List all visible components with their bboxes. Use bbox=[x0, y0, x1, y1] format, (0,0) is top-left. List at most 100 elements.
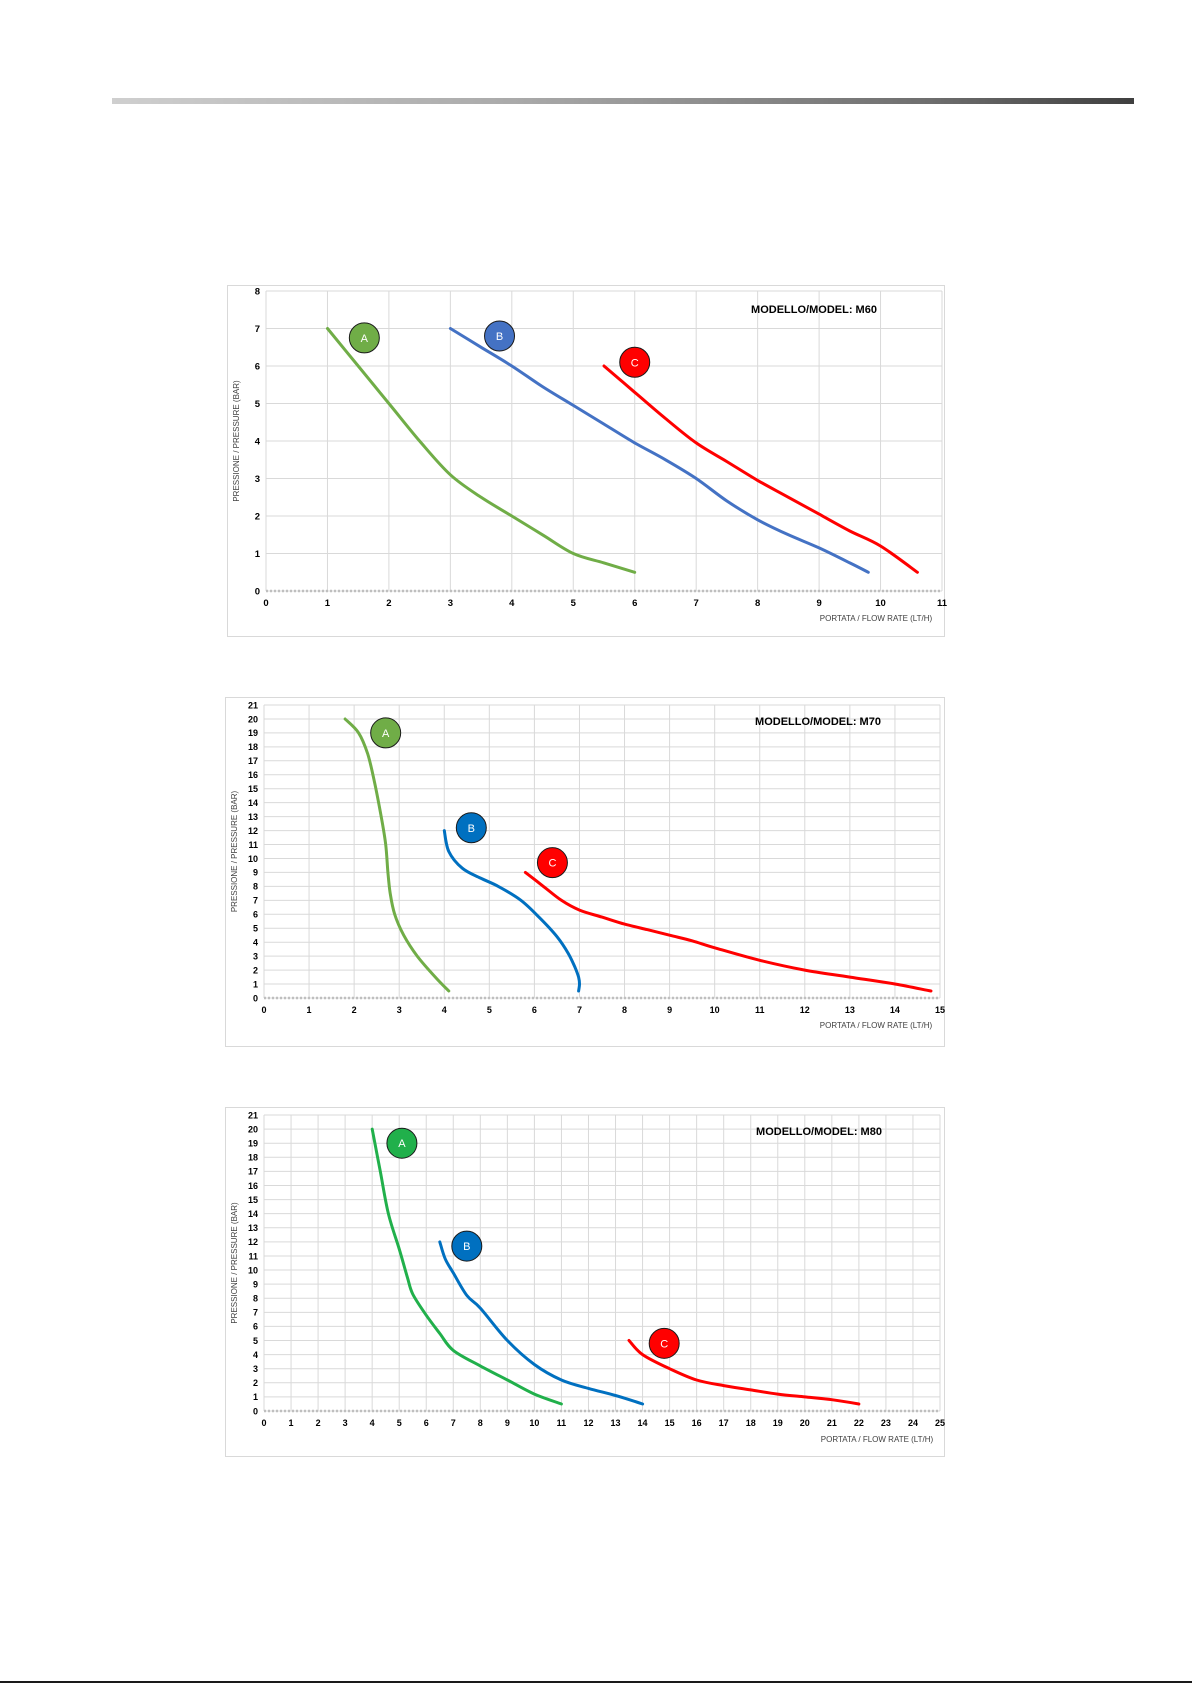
y-tick-label: 12 bbox=[248, 1237, 258, 1247]
x-tick-label: 9 bbox=[816, 598, 821, 609]
x-tick-label: 2 bbox=[316, 1418, 321, 1428]
y-tick-label: 9 bbox=[253, 868, 258, 878]
y-tick-label: 8 bbox=[253, 1294, 258, 1304]
x-tick-label: 25 bbox=[935, 1418, 945, 1428]
y-tick-label: 18 bbox=[248, 1153, 258, 1163]
y-tick-label: 15 bbox=[248, 784, 258, 794]
x-tick-label: 14 bbox=[638, 1418, 648, 1428]
badge-label: B bbox=[496, 331, 503, 343]
y-tick-label: 17 bbox=[248, 756, 258, 766]
x-tick-label: 15 bbox=[665, 1418, 675, 1428]
y-tick-label: 16 bbox=[248, 1181, 258, 1191]
y-tick-label: 1 bbox=[255, 549, 261, 560]
y-tick-label: 19 bbox=[248, 728, 258, 738]
y-tick-label: 7 bbox=[255, 324, 260, 335]
y-tick-label: 4 bbox=[255, 436, 261, 447]
x-tick-label: 10 bbox=[875, 598, 886, 609]
series-badge-b: B bbox=[451, 1230, 483, 1262]
series-badge-b: B bbox=[455, 812, 487, 844]
x-tick-label: 24 bbox=[908, 1418, 918, 1428]
x-tick-label: 0 bbox=[261, 1418, 266, 1428]
chart-m70: 0 1 2 3 4 5 6 7 8 9 10 11 12 13 14 15 16 17 18 19 20 21 0 1 2 3 4 5… bbox=[225, 697, 945, 1047]
badge-label: C bbox=[631, 357, 639, 369]
badge-circle bbox=[451, 1230, 483, 1262]
x-tick-label: 3 bbox=[343, 1418, 348, 1428]
badge-label: A bbox=[398, 1138, 406, 1150]
y-tick-label: 20 bbox=[248, 714, 258, 724]
y-tick-label: 5 bbox=[255, 399, 261, 410]
series-line-a bbox=[370, 1127, 563, 1406]
y-tick-label: 8 bbox=[255, 286, 260, 297]
x-tick-label: 0 bbox=[263, 598, 268, 609]
series-line-c bbox=[602, 364, 919, 574]
x-tick-label: 2 bbox=[386, 598, 391, 609]
series-line-b bbox=[442, 829, 581, 993]
x-tick-label: 10 bbox=[710, 1005, 720, 1015]
x-tick-label: 12 bbox=[583, 1418, 593, 1428]
series-badge-a: A bbox=[348, 322, 380, 354]
series-line-b bbox=[438, 1240, 645, 1406]
y-tick-label: 6 bbox=[253, 1322, 258, 1332]
series-line-c bbox=[627, 1339, 861, 1406]
x-tick-label: 11 bbox=[557, 1418, 567, 1428]
y-tick-label: 13 bbox=[248, 812, 258, 822]
x-tick-label: 17 bbox=[719, 1418, 729, 1428]
series-badge-a: A bbox=[386, 1127, 418, 1159]
x-tick-label: 3 bbox=[397, 1005, 402, 1015]
chart-title: MODELLO/MODEL: M70 bbox=[755, 716, 881, 728]
series-line-c bbox=[523, 870, 933, 993]
y-tick-label: 5 bbox=[253, 1336, 258, 1346]
x-tick-label: 9 bbox=[667, 1005, 672, 1015]
badge-circle bbox=[370, 717, 402, 749]
series-line-a bbox=[326, 327, 637, 574]
series-badge-a: A bbox=[370, 717, 402, 749]
x-tick-label: 12 bbox=[800, 1005, 810, 1015]
y-tick-label: 3 bbox=[253, 1364, 258, 1374]
y-tick-label: 10 bbox=[248, 1265, 258, 1275]
x-tick-label: 5 bbox=[397, 1418, 402, 1428]
x-tick-label: 21 bbox=[827, 1418, 837, 1428]
x-tick-label: 9 bbox=[505, 1418, 510, 1428]
x-tick-label: 4 bbox=[442, 1005, 447, 1015]
x-tick-label: 1 bbox=[289, 1418, 294, 1428]
x-tick-label: 2 bbox=[352, 1005, 357, 1015]
y-tick-label: 9 bbox=[253, 1279, 258, 1289]
badge-label: A bbox=[361, 333, 369, 345]
badge-label: B bbox=[468, 823, 475, 835]
chart-title: MODELLO/MODEL: M60 bbox=[751, 304, 877, 316]
chart-m80: 0 1 2 3 4 5 6 7 8 9 10 11 12 13 14 15 16 17 18 19 20 21 0 1 2 3 4 5… bbox=[225, 1107, 945, 1457]
x-tick-label: 8 bbox=[755, 598, 760, 609]
y-tick-label: 20 bbox=[248, 1124, 258, 1134]
y-tick-label: 6 bbox=[253, 910, 258, 920]
y-tick-label: 2 bbox=[255, 511, 260, 522]
series-badge-c: C bbox=[648, 1327, 680, 1359]
y-tick-label: 21 bbox=[248, 700, 258, 710]
y-tick-label: 0 bbox=[253, 1406, 258, 1416]
badge-circle bbox=[484, 320, 516, 352]
x-tick-label: 5 bbox=[487, 1005, 492, 1015]
y-tick-label: 10 bbox=[248, 854, 258, 864]
x-tick-label: 23 bbox=[881, 1418, 891, 1428]
x-tick-label: 22 bbox=[854, 1418, 864, 1428]
chart-m60: 0 1 2 3 4 5 6 7 8 0 1 2 3 4 5 6 7 8 9 10 11 PORTATA / FLOW RA… bbox=[227, 285, 948, 637]
x-axis-title: PORTATA / FLOW RATE (LT/H) bbox=[820, 1021, 933, 1030]
y-tick-label: 5 bbox=[253, 924, 258, 934]
gridlines bbox=[263, 1114, 941, 1412]
x-tick-label: 6 bbox=[424, 1418, 429, 1428]
y-tick-label: 3 bbox=[255, 474, 260, 485]
x-tick-label: 7 bbox=[451, 1418, 456, 1428]
y-tick-label: 4 bbox=[253, 937, 258, 947]
y-tick-label: 13 bbox=[248, 1223, 258, 1233]
x-tick-label: 13 bbox=[611, 1418, 621, 1428]
header-rule bbox=[112, 98, 1134, 104]
y-tick-label: 4 bbox=[253, 1350, 258, 1360]
series-badge-b: B bbox=[484, 320, 516, 352]
x-tick-label: 18 bbox=[746, 1418, 756, 1428]
x-tick-label: 7 bbox=[694, 598, 699, 609]
y-tick-label: 0 bbox=[255, 586, 260, 597]
badge-circle bbox=[536, 847, 568, 879]
x-tick-label: 11 bbox=[755, 1005, 765, 1015]
y-tick-label: 16 bbox=[248, 770, 258, 780]
y-tick-label: 12 bbox=[248, 826, 258, 836]
